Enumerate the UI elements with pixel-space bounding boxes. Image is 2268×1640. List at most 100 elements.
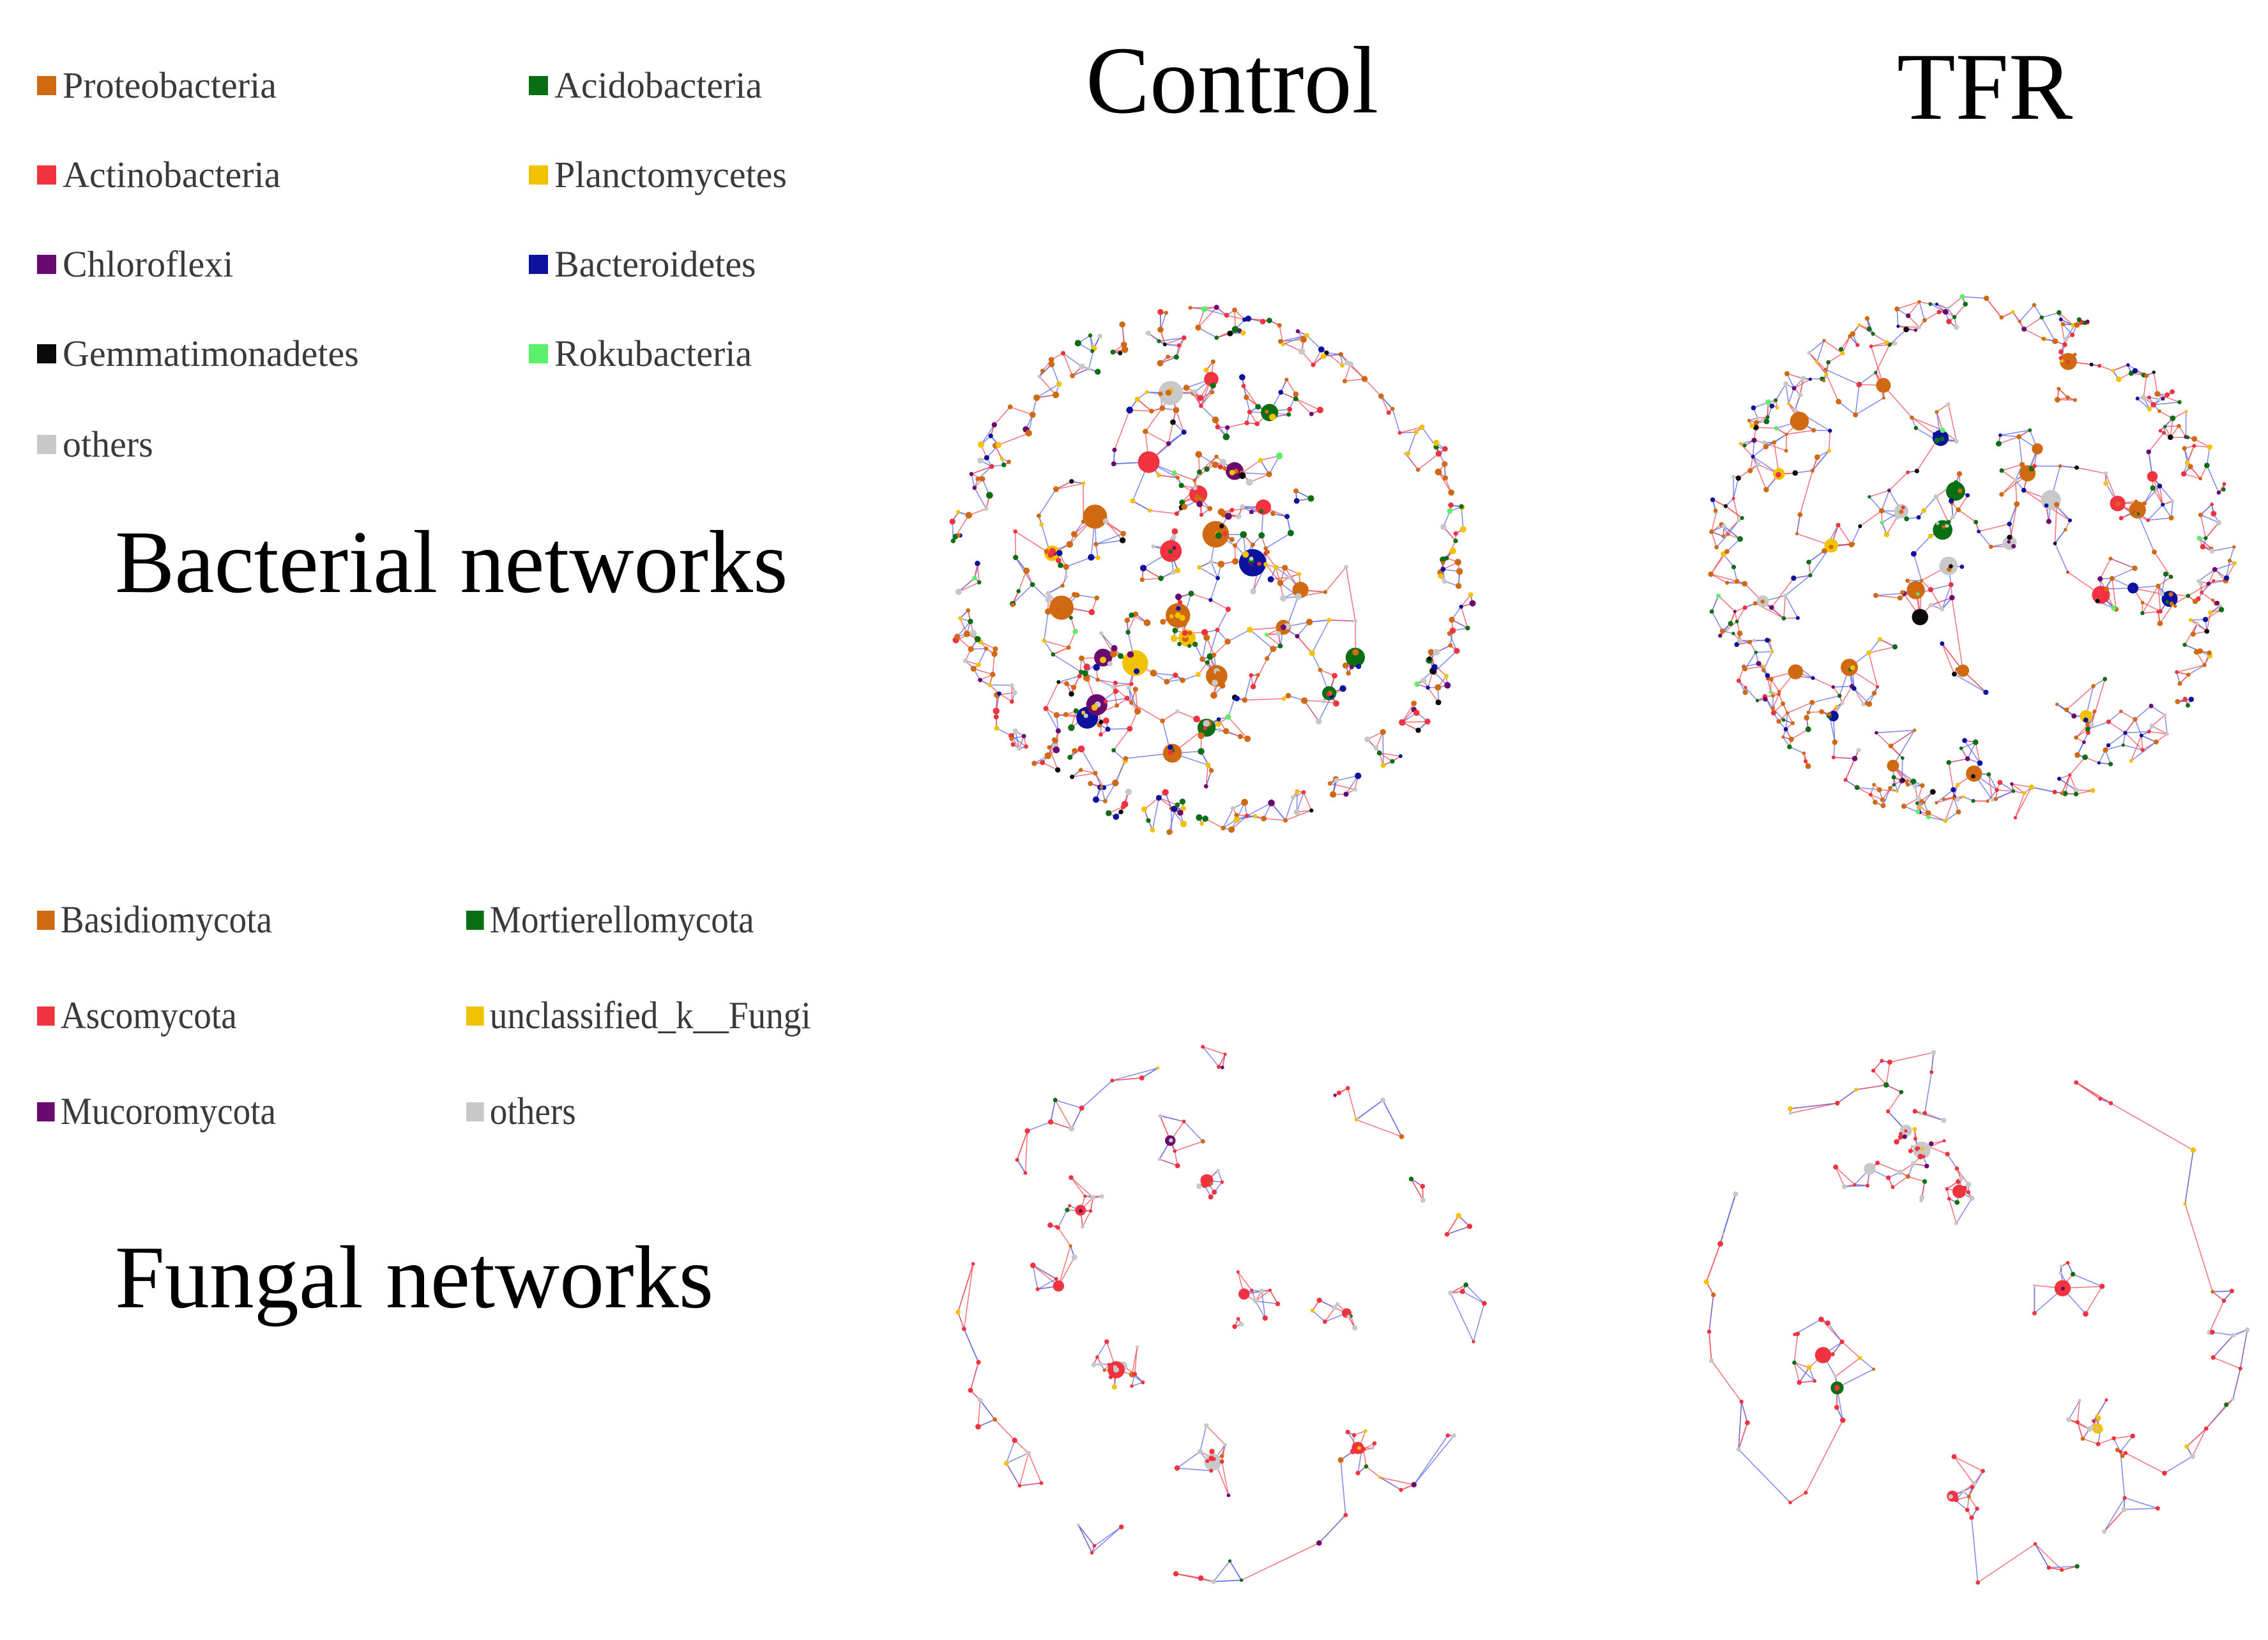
network-node — [2074, 752, 2080, 758]
network-node — [2163, 425, 2167, 429]
network-node — [2218, 607, 2225, 612]
network-node — [1717, 634, 1723, 638]
network-node — [1090, 1195, 1096, 1201]
network-node — [1112, 779, 1119, 787]
network-node — [2177, 423, 2181, 429]
network-node — [1763, 444, 1769, 450]
network-edge — [1929, 303, 1946, 313]
network-node — [1099, 1362, 1104, 1367]
network-node — [2074, 735, 2079, 740]
network-edge — [1032, 584, 1049, 600]
network-node — [1736, 519, 1741, 523]
network-node — [2097, 363, 2102, 368]
network-edge — [1129, 409, 1152, 412]
network-node — [1217, 561, 1225, 568]
network-edge — [1837, 1089, 1857, 1104]
network-node — [1378, 1475, 1382, 1479]
network-node — [1327, 781, 1332, 786]
network-node — [1266, 471, 1272, 478]
network-node — [1250, 588, 1256, 595]
network-edge — [2147, 504, 2163, 521]
network-node — [972, 575, 977, 581]
network-node — [1896, 324, 1900, 328]
network-node — [1837, 694, 1842, 698]
network-node — [1885, 1109, 1891, 1114]
network-node — [1887, 759, 1899, 772]
network-node — [1805, 763, 1811, 770]
network-node — [1284, 377, 1289, 382]
network-edge — [1100, 633, 1115, 655]
network-edge — [1401, 702, 1415, 723]
network-edge — [1953, 1456, 1974, 1484]
network-node — [1166, 829, 1173, 835]
network-node — [1724, 549, 1730, 554]
network-edge — [1227, 422, 1247, 429]
network-node — [965, 512, 973, 519]
network-node — [1791, 575, 1797, 581]
network-node — [1222, 531, 1228, 536]
network-edge — [1948, 1198, 1957, 1224]
network-node — [994, 725, 1000, 731]
network-edge — [2048, 1567, 2062, 1571]
network-edge — [1213, 1560, 1231, 1583]
network-node — [1765, 415, 1770, 420]
network-edge — [1855, 397, 1884, 416]
network-node — [1433, 444, 1439, 450]
network-edge — [1068, 631, 1076, 648]
network-node — [1212, 416, 1219, 423]
network-node — [2025, 471, 2032, 477]
network-node — [2140, 611, 2145, 616]
network-node — [2082, 754, 2088, 761]
network-node — [1983, 295, 1990, 301]
network-node — [1323, 589, 1328, 595]
network-node — [1129, 681, 1134, 687]
network-edge — [1347, 1088, 1357, 1120]
network-node — [1755, 699, 1760, 702]
network-edge — [2099, 365, 2113, 372]
network-node — [1797, 1379, 1802, 1385]
network-node — [1157, 326, 1164, 333]
network-node — [1219, 1454, 1224, 1459]
network-edge — [1063, 353, 1083, 367]
network-node — [1083, 1194, 1087, 1198]
network-node — [1878, 508, 1885, 514]
network-edge — [2144, 487, 2154, 504]
network-node — [1076, 1523, 1080, 1527]
network-node — [1232, 1324, 1237, 1330]
network-edge — [1275, 566, 1290, 578]
network-node — [1939, 556, 1958, 575]
network-edge — [1882, 787, 1891, 806]
network-node — [1001, 462, 1007, 467]
network-edge — [1859, 372, 1876, 385]
network-node — [1823, 367, 1827, 371]
network-edge — [2142, 586, 2159, 614]
network-node — [1805, 726, 1811, 733]
network-node — [2183, 1202, 2188, 1206]
network-node — [1007, 459, 1011, 464]
network-edge — [2198, 569, 2216, 582]
network-node — [1099, 631, 1104, 636]
network-edge — [1890, 745, 1903, 759]
network-edge — [2148, 432, 2165, 453]
network-edge — [955, 515, 970, 537]
network-node — [1852, 686, 1857, 691]
network-edge — [1112, 1077, 1142, 1081]
network-edge — [1113, 728, 1130, 751]
network-node — [1052, 391, 1060, 399]
network-node — [986, 492, 993, 499]
network-node — [1267, 317, 1272, 324]
network-node — [1956, 664, 1970, 677]
network-edge — [1711, 611, 1723, 632]
network-node — [1110, 650, 1117, 658]
network-edge — [1334, 1088, 1348, 1096]
network-node — [2041, 337, 2046, 341]
network-node — [1352, 1325, 1358, 1331]
network-node — [1448, 489, 1455, 496]
network-node — [1452, 1433, 1457, 1438]
network-node — [2075, 1420, 2080, 1425]
network-edge — [1399, 431, 1417, 434]
network-node — [2056, 310, 2062, 315]
network-edge — [1159, 1158, 1178, 1167]
network-edge — [1825, 374, 1839, 402]
network-edge — [1070, 1177, 1086, 1197]
